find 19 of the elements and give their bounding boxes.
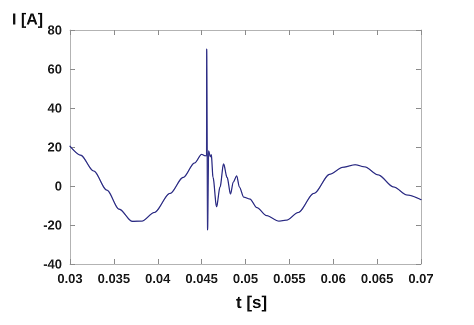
- y-tick-label: -40: [43, 256, 62, 272]
- line-series: [69, 48, 422, 231]
- y-tick-label: 40: [48, 100, 62, 116]
- x-axis-title: t [s]: [236, 293, 268, 312]
- y-tick-label: 0: [54, 178, 62, 194]
- x-tick-label: 0.03: [57, 271, 83, 286]
- x-tick-label: 0.07: [408, 271, 434, 286]
- x-tick-label: 0.04: [145, 271, 172, 286]
- x-tick-label: 0.055: [273, 271, 306, 286]
- x-tick-label: 0.065: [360, 271, 394, 286]
- x-tick-label: 0.06: [320, 271, 346, 286]
- y-tick-label: -20: [43, 218, 62, 232]
- y-tick-label: 80: [48, 22, 62, 38]
- x-tick-label: 0.035: [98, 271, 130, 286]
- x-tick-label: 0.045: [185, 271, 218, 286]
- y-tick-label: 20: [48, 140, 62, 154]
- y-tick-label: 60: [48, 62, 62, 76]
- y-axis-title: I [A]: [12, 12, 44, 28]
- x-tick-label: 0.05: [232, 271, 258, 286]
